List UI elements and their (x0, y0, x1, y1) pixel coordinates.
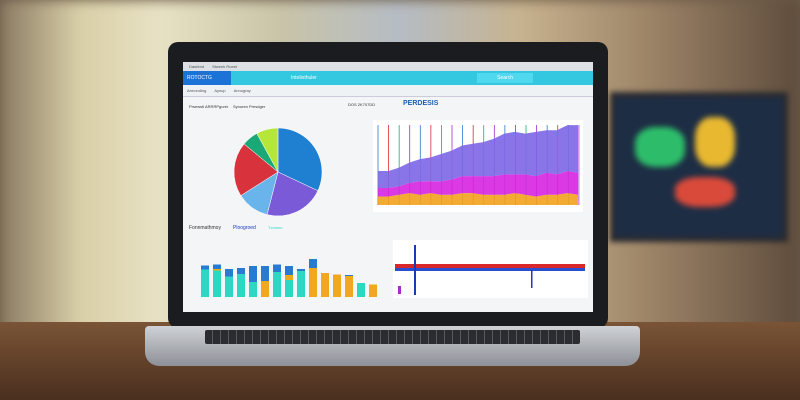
bar (213, 269, 221, 271)
bar (261, 281, 269, 297)
spike (531, 270, 533, 288)
legend-item: Ploogroed (233, 225, 256, 231)
bar (225, 276, 233, 297)
pie-slice (277, 127, 323, 192)
bar (237, 274, 245, 297)
tab[interactable]: Dashbrd (189, 64, 205, 69)
bar (201, 269, 209, 297)
toolbar-item[interactable]: Annogray (233, 88, 251, 93)
bar (345, 276, 353, 297)
bar (297, 269, 305, 271)
background-monitor (610, 92, 788, 242)
bar (297, 271, 305, 297)
timeline-chart (393, 240, 588, 298)
bar (273, 272, 281, 297)
bar (249, 266, 257, 282)
bar-title: Fonnmathmoy (189, 225, 221, 231)
blue-band (395, 268, 585, 271)
pie-title: Prsewstl ARRRPgurer (189, 104, 229, 109)
pie-slice (233, 143, 279, 196)
dashboard-screen: Dashbrd Stweek Rueet ROTOCTG Inteliothul… (183, 62, 593, 312)
pie-slice (256, 127, 279, 173)
bar (333, 274, 341, 297)
area-chart (373, 120, 583, 212)
bar (261, 266, 269, 281)
bar (213, 264, 221, 269)
tab[interactable]: Stweek Rueet (212, 64, 238, 69)
pie-chart (233, 127, 323, 217)
area-series (378, 171, 578, 197)
bar (309, 259, 317, 268)
bar (285, 266, 293, 275)
bar (309, 268, 317, 297)
toolbar-item[interactable]: Armonding (187, 88, 207, 93)
bar (249, 282, 257, 297)
header-title: Inteliothuler (291, 75, 317, 81)
bar (237, 268, 245, 274)
area-title: PERDESIS (403, 100, 439, 107)
browser-tabs: Dashbrd Stweek Rueet (183, 62, 593, 71)
bar (225, 269, 233, 277)
marker (398, 286, 401, 294)
red-band (395, 264, 585, 268)
pie-slice (266, 171, 319, 217)
bar (345, 275, 353, 276)
legend-item: Txmonn (268, 225, 283, 230)
toolbar-item[interactable]: Aynup (214, 88, 226, 93)
bar-chart (201, 259, 377, 297)
area-series (378, 125, 578, 188)
bar (201, 265, 209, 270)
area-series (378, 193, 578, 205)
toolbar: Armonding Aynup Annogray (183, 85, 593, 97)
area-subtitle: DOS 2K707DD (348, 102, 376, 107)
keyboard (205, 330, 580, 344)
bar (321, 273, 329, 297)
brand: ROTOCTG (183, 71, 231, 85)
bar (357, 283, 365, 297)
bar (213, 270, 221, 297)
bar (369, 284, 377, 297)
search-input[interactable]: Search (477, 73, 533, 83)
bar (273, 264, 281, 272)
bar (285, 275, 293, 280)
pie-subtitle: Synoren Presdger (233, 104, 266, 109)
bar (285, 280, 293, 297)
spike (414, 245, 416, 295)
app-header: ROTOCTG Inteliothuler Search (183, 71, 593, 85)
